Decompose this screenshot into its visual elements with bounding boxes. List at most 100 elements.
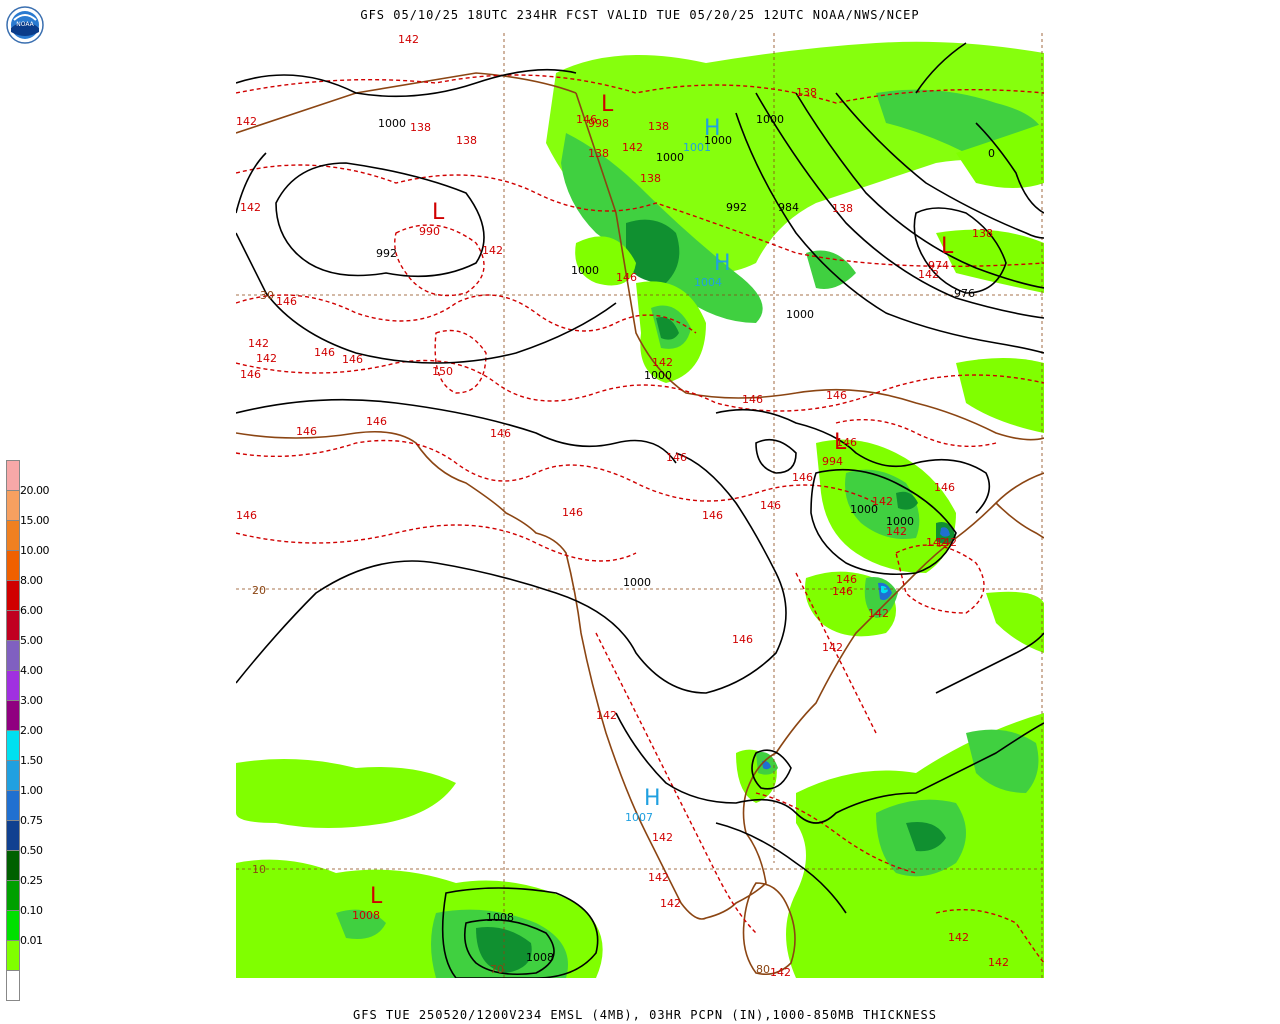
legend-swatch — [6, 460, 20, 490]
legend-swatch — [6, 550, 20, 580]
low-center-letter: L — [370, 884, 383, 909]
legend-swatch — [6, 580, 20, 610]
low-center-letter: L — [834, 430, 847, 455]
chart-title: GFS 05/10/25 18UTC 234HR FCST VALID TUE … — [360, 8, 920, 22]
thickness-label: 146 — [832, 585, 853, 598]
thickness-label: 142 — [868, 607, 889, 620]
isobar-label: 0 — [988, 147, 995, 160]
thickness-label: 142 — [240, 201, 261, 214]
legend-swatch — [6, 610, 20, 640]
legend-swatch — [6, 850, 20, 880]
isobar-label: 992 — [376, 247, 397, 260]
thickness-label: 142 — [918, 268, 939, 281]
thickness-label: 146 — [296, 425, 317, 438]
longitude-label: 70 — [490, 963, 504, 976]
map-labels: L 990 L 998 H 1001 H 1004 L 974 L 994 H … — [236, 33, 1009, 978]
isobar-label: 1000 — [786, 308, 814, 321]
isobar-label: 1000 — [571, 264, 599, 277]
thickness-label: 146 — [616, 271, 637, 284]
thickness-label: 142 — [936, 536, 957, 549]
isobar-label: 1008 — [486, 911, 514, 924]
thickness-label: 146 — [934, 481, 955, 494]
isobar-label: 992 — [726, 201, 747, 214]
legend-label: 0.50 — [20, 844, 43, 857]
thickness-label: 142 — [652, 356, 673, 369]
thickness-label: 146 — [576, 113, 597, 126]
thickness-label: 142 — [596, 709, 617, 722]
legend-swatch — [6, 910, 20, 940]
thickness-label: 138 — [648, 120, 669, 133]
coastlines — [236, 72, 1044, 976]
legend-swatch — [6, 760, 20, 790]
thickness-label: 138 — [410, 121, 431, 134]
thickness-label: 146 — [732, 633, 753, 646]
isobars — [236, 42, 1044, 978]
thickness-label: 142 — [770, 966, 791, 978]
thickness-label: 146 — [236, 509, 257, 522]
thickness-label: 146 — [826, 389, 847, 402]
thickness-label: 142 — [248, 337, 269, 350]
thickness-label: 142 — [256, 352, 277, 365]
thickness-label: 146 — [490, 427, 511, 440]
legend-label: 1.50 — [20, 754, 43, 767]
low-center-value: 994 — [822, 455, 843, 468]
isobar-label: 1000 — [644, 369, 672, 382]
legend-swatch — [6, 730, 20, 760]
legend-label: 0.75 — [20, 814, 43, 827]
thickness-label: 138 — [796, 86, 817, 99]
legend-swatch — [6, 490, 20, 520]
high-center-value: 1001 — [683, 141, 711, 154]
legend-label: 0.25 — [20, 874, 43, 887]
legend-swatch — [6, 970, 20, 1001]
thickness-label: 146 — [760, 499, 781, 512]
isobar-label: 1000 — [378, 117, 406, 130]
low-center-letter: L — [601, 92, 614, 117]
thickness-label: 142 — [652, 831, 673, 844]
thickness-label: 142 — [886, 525, 907, 538]
isobar-label: 1000 — [850, 503, 878, 516]
thickness-label: 142 — [822, 641, 843, 654]
isobar-label: 1008 — [526, 951, 554, 964]
thickness-label: 142 — [482, 244, 503, 257]
thickness-label: 146 — [792, 471, 813, 484]
isobar-label: 984 — [778, 201, 799, 214]
legend-label: 4.00 — [20, 664, 43, 677]
low-center-value: 990 — [419, 225, 440, 238]
forecast-map: L 990 L 998 H 1001 H 1004 L 974 L 994 H … — [236, 33, 1044, 978]
isobar-label: 1000 — [623, 576, 651, 589]
legend-label: 8.00 — [20, 574, 43, 587]
legend-swatch — [6, 640, 20, 670]
legend-swatch — [6, 670, 20, 700]
thickness-label: 142 — [988, 956, 1009, 969]
isobar-label: 1000 — [704, 134, 732, 147]
low-center-letter: L — [432, 200, 445, 225]
legend-label: 0.01 — [20, 934, 43, 947]
latitude-label: 20 — [252, 584, 266, 597]
longitude-label: 80 — [756, 963, 770, 976]
thickness-label: 146 — [366, 415, 387, 428]
thickness-label: 146 — [276, 295, 297, 308]
thickness-label: 142 — [648, 871, 669, 884]
legend-label: 2.00 — [20, 724, 43, 737]
legend-label: 3.00 — [20, 694, 43, 707]
thickness-label: 138 — [456, 134, 477, 147]
thickness-label: 142 — [948, 931, 969, 944]
isobar-label: 1000 — [656, 151, 684, 164]
legend-swatch — [6, 790, 20, 820]
thickness-label: 138 — [588, 147, 609, 160]
legend-swatch — [6, 940, 20, 970]
low-center-value: 974 — [928, 259, 949, 272]
thickness-label: 142 — [622, 141, 643, 154]
thickness-label: 146 — [742, 393, 763, 406]
noaa-logo: NOAA — [6, 6, 44, 44]
chart-footer: GFS TUE 250520/1200V234 EMSL (4MB), 03HR… — [353, 1008, 937, 1022]
low-center-value: 1008 — [352, 909, 380, 922]
legend-label: 6.00 — [20, 604, 43, 617]
legend-label: 1.00 — [20, 784, 43, 797]
high-center-letter: H — [644, 786, 661, 811]
thickness-label: 146 — [240, 368, 261, 381]
thickness-label: 142 — [660, 897, 681, 910]
thickness-label: 142 — [872, 495, 893, 508]
precip-legend — [6, 460, 20, 1001]
thickness-label: 138 — [972, 227, 993, 240]
